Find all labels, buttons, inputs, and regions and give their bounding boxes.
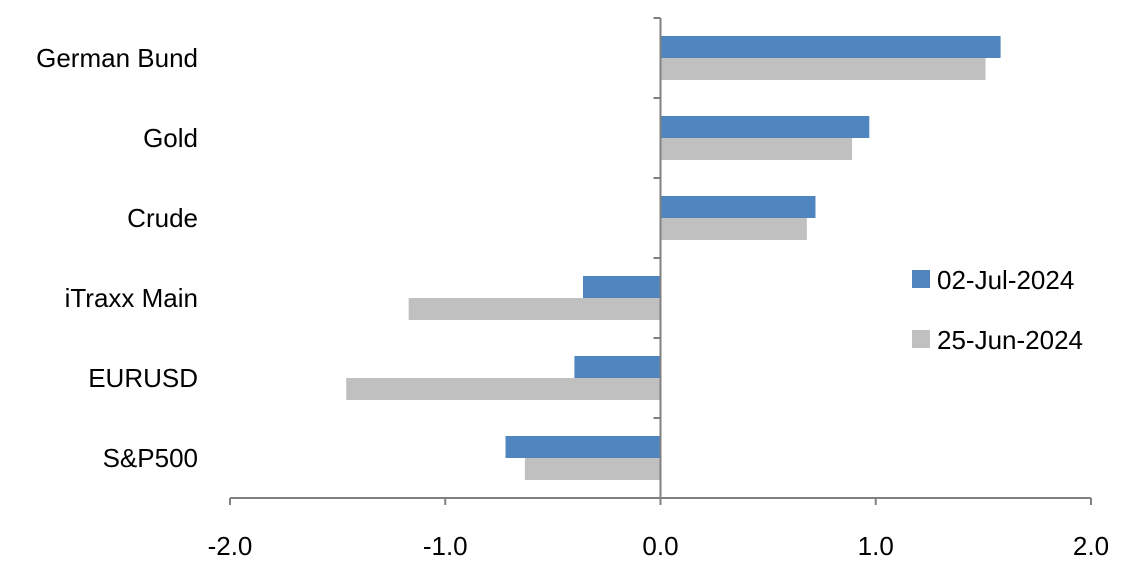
bar-series1 [505, 436, 661, 458]
bar-series2 [408, 298, 661, 320]
bar-series2 [346, 378, 661, 400]
bar-series2 [524, 458, 661, 480]
bar-series1 [660, 36, 1001, 58]
x-tick-label: 0.0 [642, 531, 678, 561]
category-label: Gold [143, 123, 198, 153]
bar-series1 [660, 196, 816, 218]
legend-swatch [912, 270, 930, 288]
bar-series1 [583, 276, 661, 298]
legend-label: 02-Jul-2024 [937, 265, 1074, 295]
legend-swatch [912, 330, 930, 348]
x-tick-label: 2.0 [1073, 531, 1109, 561]
category-label: EURUSD [88, 363, 198, 393]
legend-label: 25-Jun-2024 [937, 325, 1083, 355]
category-label: Crude [127, 203, 198, 233]
category-label: S&P500 [103, 443, 198, 473]
x-tick-label: -1.0 [423, 531, 468, 561]
bar-series1 [660, 116, 870, 138]
bar-series2 [660, 218, 807, 240]
bar-series1 [574, 356, 661, 378]
bar-series2 [660, 138, 853, 160]
x-tick-label: 1.0 [858, 531, 894, 561]
bar-series2 [660, 58, 986, 80]
category-label: German Bund [36, 43, 198, 73]
x-tick-label: -2.0 [208, 531, 253, 561]
category-label: iTraxx Main [65, 283, 198, 313]
